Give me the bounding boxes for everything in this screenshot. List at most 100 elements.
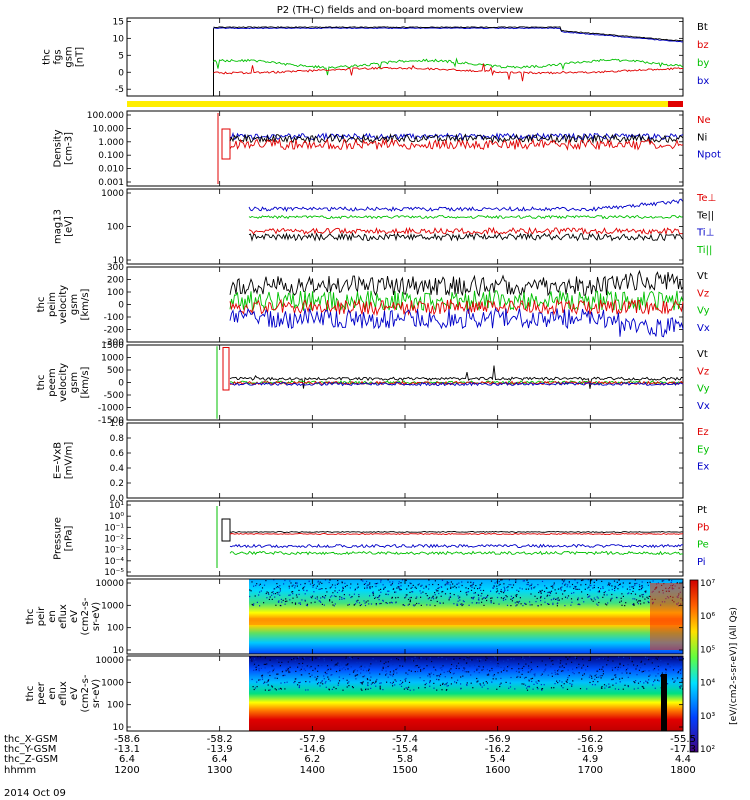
spectrogram-speckle [366, 585, 368, 587]
spectrogram-speckle [480, 589, 482, 591]
spectrogram-speckle [638, 669, 640, 671]
spectrogram-speckle [490, 602, 492, 604]
spectrogram-speckle [348, 681, 350, 683]
spectrogram-speckle [596, 596, 598, 598]
spectrogram-speckle [612, 684, 614, 686]
spectrogram-speckle [284, 682, 286, 684]
spectrogram-speckle [541, 688, 544, 690]
spectrogram-speckle [619, 583, 621, 585]
spectrogram-speckle [449, 592, 451, 595]
spectrogram-speckle [288, 671, 290, 674]
spectrogram-speckle [585, 583, 587, 586]
spectrogram-speckle [665, 669, 667, 672]
spectrogram-speckle [639, 667, 642, 669]
spectrogram-speckle [317, 675, 319, 678]
y-tick-label: 0 [118, 301, 124, 311]
spectrogram-speckle [431, 597, 433, 599]
spectrogram-speckle [562, 593, 564, 595]
spectrogram-speckle [482, 662, 484, 664]
spectrogram-speckle [636, 601, 639, 603]
spectrogram-speckle [621, 604, 623, 606]
legend-density-0: Ne [697, 115, 711, 126]
spectrogram-speckle [433, 666, 435, 668]
spectrogram-speckle [435, 589, 437, 591]
spectrogram-speckle [316, 677, 318, 680]
x-axis-row-value: -56.2 [577, 734, 603, 745]
spectrogram-speckle [399, 683, 401, 686]
spectrogram-speckle [632, 603, 634, 606]
spectrogram-speckle [646, 657, 648, 659]
spectrogram-speckle [420, 596, 422, 598]
spectrogram-speckle [626, 588, 628, 590]
spectrogram-speckle [303, 589, 305, 591]
spectrogram-speckle [337, 684, 339, 686]
spectrogram-speckle [515, 581, 517, 583]
spectrogram-speckle [274, 596, 276, 598]
spectrogram-speckle [602, 666, 604, 668]
spectrogram-speckle [567, 677, 569, 679]
spectrogram-speckle [345, 656, 347, 658]
spectrogram-speckle [372, 681, 374, 684]
spectrogram-speckle [362, 662, 364, 664]
spectrogram-speckle [589, 589, 591, 591]
spectrogram-speckle [301, 674, 303, 676]
spectrogram-speckle [383, 588, 385, 590]
spectrogram-speckle [414, 604, 416, 606]
spectrogram-speckle [486, 596, 488, 598]
spectrogram-speckle [463, 669, 465, 671]
spectrogram-speckle [523, 683, 525, 685]
spectrogram-speckle [528, 665, 530, 667]
spectrogram-speckle [534, 586, 536, 588]
spectrogram-speckle [566, 597, 568, 599]
y-axis-label: gsm [69, 372, 80, 393]
spectrogram-speckle [271, 598, 273, 600]
spectrogram-speckle [450, 581, 452, 583]
spectrogram-speckle [577, 588, 579, 590]
spectrogram-speckle [525, 676, 527, 678]
spectrogram-speckle [537, 680, 539, 682]
spectrogram-speckle [587, 587, 589, 589]
spectrogram-speckle [288, 587, 290, 589]
spectrogram-speckle [411, 658, 413, 660]
spectrogram-speckle [501, 579, 503, 581]
spectrogram-speckle [529, 601, 531, 603]
spectrogram-speckle [496, 665, 498, 667]
spectrogram-speckle [654, 687, 656, 689]
y-tick-label: 10¹ [109, 501, 124, 511]
electron-data-gap [661, 674, 667, 731]
spectrogram-speckle [331, 601, 333, 603]
y-axis-label: eflux [58, 681, 69, 706]
spectrogram-speckle [590, 579, 592, 581]
spectrogram-speckle [408, 603, 410, 605]
spectrogram-speckle [310, 602, 312, 604]
spectrogram-speckle [482, 668, 484, 670]
spectrogram-speckle [389, 673, 391, 675]
x-axis-row-value: -17.3 [670, 744, 696, 755]
spectrogram-speckle [597, 597, 599, 599]
spectrogram-speckle [503, 586, 505, 588]
y-tick-label: -200 [104, 326, 125, 336]
series-by [213, 57, 684, 76]
spectrogram-speckle [280, 682, 282, 684]
spectrogram-speckle [275, 604, 277, 606]
spectrogram-speckle [429, 680, 431, 682]
spectrogram-speckle [456, 603, 458, 605]
spectrogram-speckle [419, 590, 421, 592]
spectrogram-speckle [460, 688, 462, 690]
y-tick-label: 0.001 [98, 178, 124, 188]
spectrogram-speckle [561, 665, 564, 667]
spectrogram-speckle [565, 656, 567, 658]
spectrogram-speckle [281, 601, 283, 603]
spectrogram-speckle [363, 600, 365, 602]
spectrogram-speckle [306, 589, 308, 592]
spectrogram-speckle [478, 665, 480, 667]
spectrogram-speckle [287, 668, 289, 670]
spectrogram-speckle [468, 671, 470, 673]
spectrogram-speckle [307, 689, 309, 691]
spectrogram-speckle [625, 669, 628, 671]
spectrogram-speckle [642, 662, 644, 664]
spectrogram-speckle [303, 657, 305, 659]
spectrogram-speckle [359, 662, 361, 664]
spectrogram-speckle [395, 668, 397, 671]
